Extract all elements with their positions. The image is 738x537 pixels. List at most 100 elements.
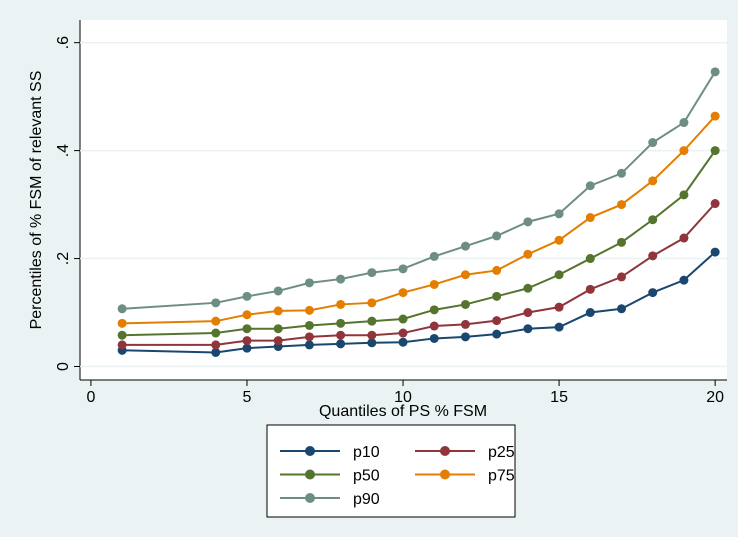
data-point [617,272,627,282]
data-point [367,338,377,348]
data-point [648,176,658,186]
data-point [211,347,221,357]
data-point [554,209,564,219]
data-point [117,340,127,350]
data-point [367,268,377,278]
data-point [336,330,346,340]
data-point [336,318,346,328]
data-point [679,118,689,128]
x-tick-label: 20 [706,389,724,406]
legend-marker [305,493,315,503]
data-point [585,181,595,191]
data-point [304,305,314,315]
legend-marker [305,469,315,480]
legend-marker [440,469,450,480]
series-line [122,150,716,337]
data-point [304,332,314,342]
data-point [648,288,658,298]
data-point [585,308,595,318]
data-point [617,237,627,247]
data-point [211,298,221,308]
x-tick-label: 5 [243,389,252,406]
data-point [617,200,627,210]
data-point [585,284,595,294]
data-point [460,241,470,251]
data-point [336,299,346,309]
legend-label: p75 [488,468,515,485]
data-point [679,190,689,200]
data-point [492,265,502,275]
data-point [492,291,502,301]
data-point [523,324,533,334]
data-point [398,337,408,347]
data-point [554,322,564,332]
data-point [242,336,252,346]
data-point [398,314,408,324]
data-point [460,270,470,280]
legend-label: p90 [353,491,380,508]
legend-label: p10 [353,444,380,461]
data-point [304,320,314,330]
data-point [367,298,377,308]
legend [266,424,516,518]
data-point [554,235,564,245]
legend-label: p25 [488,444,515,461]
data-point [679,275,689,285]
data-point [273,336,283,346]
data-point [117,318,127,328]
data-point [460,319,470,329]
series-line [122,115,716,325]
data-point [336,339,346,349]
data-point [367,316,377,326]
data-point [523,249,533,259]
data-point [679,233,689,243]
x-tick-label: 10 [394,389,412,406]
data-point [648,138,658,148]
data-point [398,328,408,338]
x-axis-label: Quantiles of PS % FSM [319,403,487,420]
data-point [429,305,439,315]
y-tick-label: .2 [55,252,72,265]
data-point [460,299,470,309]
data-point [273,286,283,296]
data-point [617,304,627,314]
data-point [336,274,346,284]
x-tick-label: 15 [550,389,568,406]
x-tick-label: 0 [86,389,95,406]
data-point [273,306,283,316]
data-point [211,340,221,350]
data-point [554,302,564,312]
data-point [710,111,720,121]
data-point [304,340,314,350]
data-point [554,270,564,280]
data-point [304,278,314,288]
data-point [398,288,408,298]
y-tick-label: .4 [55,144,72,157]
plot-area [80,20,727,380]
data-point [398,264,408,274]
data-point [429,333,439,343]
data-point [273,324,283,334]
data-point [460,332,470,342]
data-point [429,279,439,289]
data-point [492,231,502,241]
data-point [585,254,595,264]
data-point [710,67,720,77]
data-point [367,330,377,340]
legend-label: p50 [353,468,380,485]
data-point [429,251,439,261]
data-point [648,251,658,261]
data-point [585,213,595,223]
data-point [492,329,502,339]
data-point [679,146,689,156]
data-point [117,304,127,314]
data-point [523,308,533,318]
data-point [242,324,252,334]
data-point [523,283,533,293]
y-axis-label: Percentiles of % FSM of relevant SS [28,71,45,330]
data-point [242,343,252,353]
legend-marker [305,446,315,456]
series-line [122,251,716,354]
data-point [492,316,502,326]
